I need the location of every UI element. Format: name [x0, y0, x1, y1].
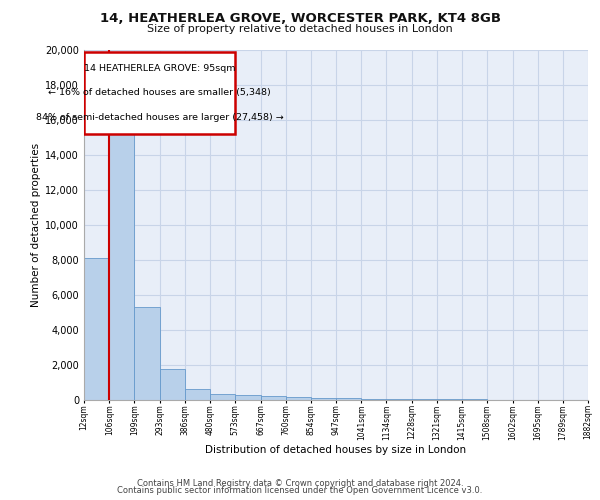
Text: Contains HM Land Registry data © Crown copyright and database right 2024.: Contains HM Land Registry data © Crown c… — [137, 478, 463, 488]
Text: 14 HEATHERLEA GROVE: 95sqm: 14 HEATHERLEA GROVE: 95sqm — [84, 64, 235, 72]
Bar — [336, 398, 361, 400]
Bar — [311, 398, 336, 400]
Bar — [84, 52, 235, 134]
Bar — [260, 396, 286, 400]
Bar — [386, 399, 412, 400]
Y-axis label: Number of detached properties: Number of detached properties — [31, 143, 41, 307]
Bar — [361, 399, 386, 400]
Text: Size of property relative to detached houses in London: Size of property relative to detached ho… — [147, 24, 453, 34]
Bar — [210, 394, 235, 400]
Bar — [412, 399, 437, 400]
Text: ← 16% of detached houses are smaller (5,348): ← 16% of detached houses are smaller (5,… — [48, 88, 271, 98]
Text: 14, HEATHERLEA GROVE, WORCESTER PARK, KT4 8GB: 14, HEATHERLEA GROVE, WORCESTER PARK, KT… — [100, 12, 500, 26]
Text: 84% of semi-detached houses are larger (27,458) →: 84% of semi-detached houses are larger (… — [36, 113, 283, 122]
Bar — [160, 370, 185, 400]
Bar — [84, 258, 109, 400]
X-axis label: Distribution of detached houses by size in London: Distribution of detached houses by size … — [205, 446, 467, 456]
Bar — [235, 395, 260, 400]
Text: Contains public sector information licensed under the Open Government Licence v3: Contains public sector information licen… — [118, 486, 482, 495]
Bar — [286, 397, 311, 400]
Bar — [109, 112, 134, 400]
Bar — [134, 307, 160, 400]
Bar — [185, 388, 210, 400]
